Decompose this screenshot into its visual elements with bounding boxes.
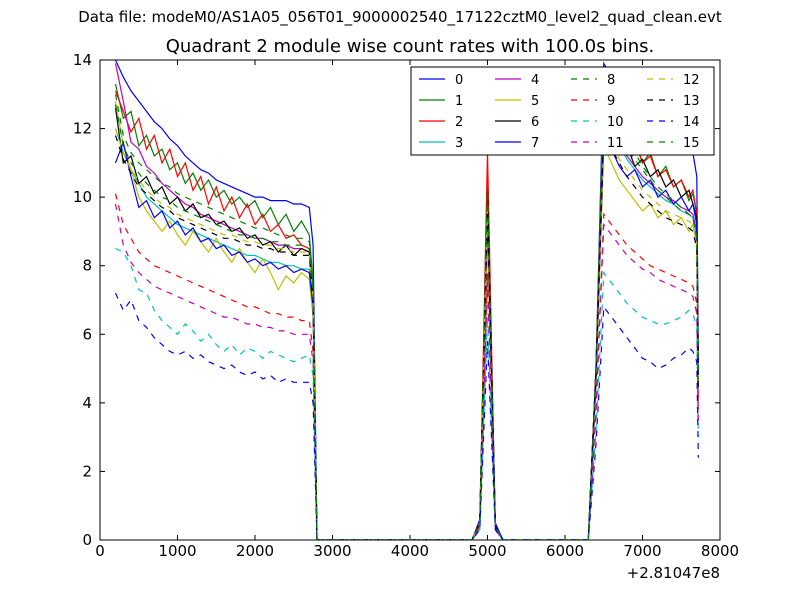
- series-line-14: [114, 292, 699, 540]
- series-line-13: [114, 128, 699, 540]
- x-offset-label: +2.81047e8: [627, 564, 720, 582]
- axes: 0 1000 2000 3000 4000 5000 6000 7000 80000246810…: [73, 51, 739, 560]
- y-tick-label: 4: [82, 394, 92, 412]
- legend-label-11: 11: [607, 136, 624, 151]
- legend-label-1: 1: [455, 94, 463, 109]
- series-line-6: [114, 107, 699, 540]
- series-line-7: [114, 133, 699, 540]
- legend-label-8: 8: [607, 73, 615, 88]
- y-tick-label: 0: [82, 531, 92, 549]
- x-tick-label: 7000: [623, 542, 661, 560]
- series-line-8: [114, 83, 699, 540]
- legend-label-2: 2: [455, 115, 463, 130]
- x-tick-label: 1000: [158, 542, 196, 560]
- series-line-9: [114, 193, 699, 540]
- legend-label-3: 3: [455, 136, 463, 151]
- legend-label-7: 7: [531, 136, 539, 151]
- x-tick-label: 2000: [236, 542, 274, 560]
- legend-label-4: 4: [531, 73, 539, 88]
- series-lines: [114, 60, 699, 540]
- series-line-10: [115, 248, 699, 540]
- x-tick-label: 6000: [546, 542, 584, 560]
- series-line-11: [114, 203, 699, 540]
- series-line-3: [114, 111, 699, 540]
- x-tick-label: 5000: [468, 542, 506, 560]
- legend-label-10: 10: [607, 115, 624, 130]
- legend-label-13: 13: [683, 94, 700, 109]
- legend-label-0: 0: [455, 73, 463, 88]
- y-tick-label: 2: [82, 462, 92, 480]
- legend-label-15: 15: [683, 136, 700, 151]
- legend-box: [410, 66, 715, 156]
- y-tick-label: 10: [73, 188, 92, 206]
- legend-label-9: 9: [607, 94, 615, 109]
- y-tick-label: 12: [73, 120, 92, 138]
- y-tick-label: 6: [82, 325, 92, 343]
- series-line-2: [114, 90, 699, 540]
- chart-title: Quadrant 2 module wise count rates with …: [165, 36, 655, 57]
- legend-label-5: 5: [531, 94, 539, 109]
- legend-label-6: 6: [531, 115, 539, 130]
- legend-label-12: 12: [683, 73, 700, 88]
- series-line-12: [114, 126, 699, 540]
- y-tick-label: 8: [82, 257, 92, 275]
- x-tick-label: 4000: [391, 542, 429, 560]
- x-tick-label: 3000: [313, 542, 351, 560]
- suptitle: Data file: modeM0/AS1A05_056T01_90000025…: [78, 8, 722, 26]
- x-tick-label: 0: [95, 542, 105, 560]
- legend-label-14: 14: [683, 115, 700, 130]
- series-line-5: [114, 100, 699, 540]
- y-tick-label: 14: [73, 51, 92, 69]
- x-tick-label: 8000: [701, 542, 739, 560]
